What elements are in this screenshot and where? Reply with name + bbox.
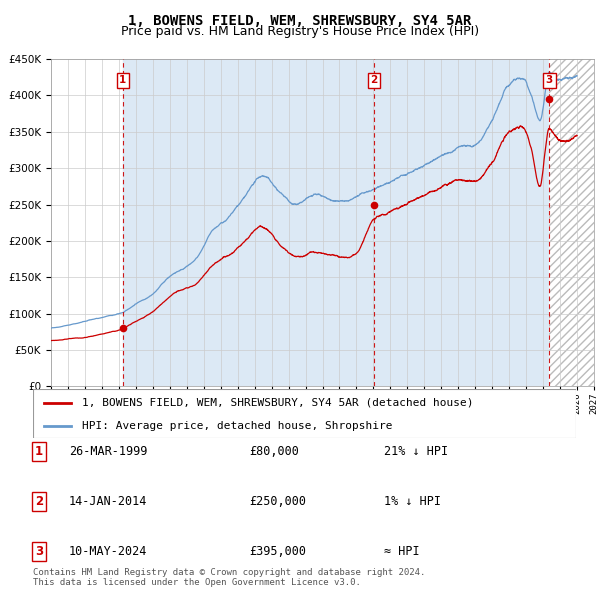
Bar — [550, 59, 594, 386]
Text: £395,000: £395,000 — [249, 545, 306, 558]
Text: 1% ↓ HPI: 1% ↓ HPI — [384, 495, 441, 508]
Text: 3: 3 — [35, 545, 43, 558]
Bar — [51, 59, 123, 386]
Text: 26-MAR-1999: 26-MAR-1999 — [69, 445, 148, 458]
Bar — [550, 59, 594, 386]
Text: 3: 3 — [546, 76, 553, 86]
Text: 1, BOWENS FIELD, WEM, SHREWSBURY, SY4 5AR (detached house): 1, BOWENS FIELD, WEM, SHREWSBURY, SY4 5A… — [82, 398, 473, 408]
Text: 1, BOWENS FIELD, WEM, SHREWSBURY, SY4 5AR: 1, BOWENS FIELD, WEM, SHREWSBURY, SY4 5A… — [128, 14, 472, 28]
Text: 2: 2 — [370, 76, 378, 86]
Text: Price paid vs. HM Land Registry's House Price Index (HPI): Price paid vs. HM Land Registry's House … — [121, 25, 479, 38]
Text: Contains HM Land Registry data © Crown copyright and database right 2024.
This d: Contains HM Land Registry data © Crown c… — [33, 568, 425, 587]
Text: £250,000: £250,000 — [249, 495, 306, 508]
Text: 14-JAN-2014: 14-JAN-2014 — [69, 495, 148, 508]
Text: ≈ HPI: ≈ HPI — [384, 545, 419, 558]
Text: £80,000: £80,000 — [249, 445, 299, 458]
Text: HPI: Average price, detached house, Shropshire: HPI: Average price, detached house, Shro… — [82, 421, 392, 431]
Text: 1: 1 — [119, 76, 127, 86]
Bar — [123, 59, 550, 386]
Text: 10-MAY-2024: 10-MAY-2024 — [69, 545, 148, 558]
Text: 21% ↓ HPI: 21% ↓ HPI — [384, 445, 448, 458]
Text: 2: 2 — [35, 495, 43, 508]
Text: 1: 1 — [35, 445, 43, 458]
